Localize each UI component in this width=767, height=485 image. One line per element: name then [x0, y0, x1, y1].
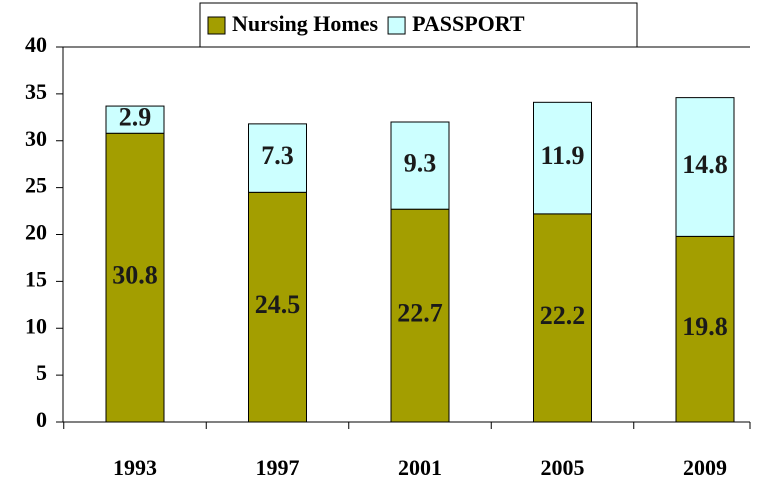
data-label: 7.3 — [261, 141, 294, 170]
bar-segment — [390, 121, 450, 210]
legend-box — [199, 2, 638, 48]
legend-label: Nursing Homes — [232, 11, 379, 36]
legend-swatch — [207, 16, 226, 35]
bar-segment — [248, 123, 307, 193]
data-label: 2.9 — [119, 103, 152, 132]
y-tick-label: 40 — [25, 32, 47, 57]
y-tick-label: 0 — [36, 407, 47, 432]
data-label: 22.7 — [397, 299, 443, 328]
y-tick-label: 25 — [25, 173, 47, 198]
bar-segment — [675, 235, 735, 423]
y-tick-label: 5 — [36, 360, 47, 385]
x-tick-label: 1997 — [256, 455, 300, 480]
data-label: 11.9 — [540, 141, 584, 170]
data-label: 19.8 — [682, 312, 728, 341]
data-label: 22.2 — [540, 301, 586, 330]
legend-swatch — [387, 16, 406, 35]
x-tick-label: 2009 — [683, 455, 727, 480]
bar-segment — [533, 213, 592, 423]
y-tick-label: 20 — [25, 220, 47, 245]
data-label: 14.8 — [682, 150, 728, 179]
bar-segment — [675, 97, 735, 237]
y-tick-label: 30 — [25, 126, 47, 151]
y-tick-label: 15 — [25, 266, 47, 291]
data-label: 30.8 — [112, 261, 158, 290]
y-tick-label: 10 — [25, 313, 47, 338]
data-label: 24.5 — [255, 290, 301, 319]
bar-segment — [533, 101, 592, 215]
y-tick-label: 35 — [25, 79, 47, 104]
x-tick-label: 2001 — [398, 455, 442, 480]
data-label: 9.3 — [404, 149, 437, 178]
x-tick-label: 1993 — [113, 455, 157, 480]
bar-segment — [105, 105, 165, 134]
x-tick-label: 2005 — [541, 455, 585, 480]
bar-segment — [390, 208, 450, 423]
legend-label: PASSPORT — [412, 11, 525, 36]
